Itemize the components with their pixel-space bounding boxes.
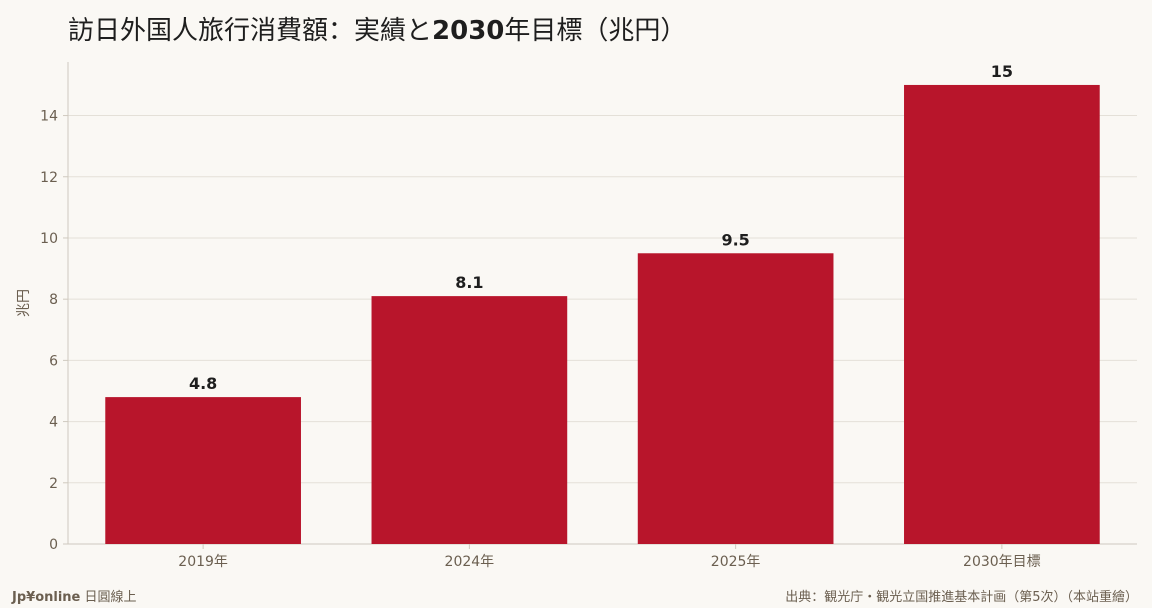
y-tick-label: 8 bbox=[49, 292, 58, 308]
bar bbox=[904, 84, 1100, 544]
x-tick-label: 2019年 bbox=[178, 554, 228, 570]
chart-title: 訪日外国人旅行消費額：実績と2030年目標（兆円） bbox=[68, 10, 686, 47]
x-tick-label: 2030年目標 bbox=[963, 554, 1041, 570]
data-label: 15 bbox=[991, 62, 1013, 81]
x-tick-label: 2025年 bbox=[711, 554, 761, 570]
bar bbox=[637, 253, 834, 544]
x-tick-label: 2024年 bbox=[445, 554, 495, 570]
y-tick-label: 2 bbox=[49, 476, 58, 492]
y-tick-label: 14 bbox=[40, 109, 58, 125]
brand-footer: Jp¥online 日圓線上 bbox=[12, 586, 137, 605]
bar bbox=[371, 296, 568, 544]
y-tick-label: 6 bbox=[49, 353, 58, 369]
y-tick-label: 10 bbox=[40, 231, 58, 247]
title-year: 2030 bbox=[432, 16, 505, 46]
title-text-part1: 訪日外国人旅行消費額：実績と bbox=[68, 16, 433, 46]
y-tick-label: 0 bbox=[49, 537, 58, 553]
data-label: 8.1 bbox=[455, 273, 483, 292]
data-label: 9.5 bbox=[721, 230, 749, 249]
brand-name: Jp¥online bbox=[12, 590, 81, 605]
source-note: 出典：観光庁・観光立国推進基本計画（第5次）（本站重繪） bbox=[785, 590, 1138, 605]
bar bbox=[105, 397, 301, 544]
brand-suffix: 日圓線上 bbox=[84, 590, 137, 605]
title-text-part2: 年目標（兆円） bbox=[504, 16, 687, 46]
y-axis-label: 兆円 bbox=[16, 289, 32, 317]
y-tick-label: 4 bbox=[49, 415, 58, 431]
data-label: 4.8 bbox=[189, 374, 217, 393]
y-tick-label: 12 bbox=[40, 170, 58, 186]
